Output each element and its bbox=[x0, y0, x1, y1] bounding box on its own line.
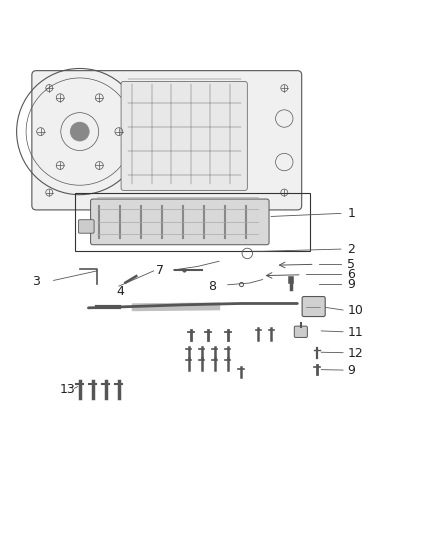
FancyBboxPatch shape bbox=[121, 82, 247, 190]
FancyBboxPatch shape bbox=[302, 296, 325, 317]
Text: 9: 9 bbox=[347, 365, 355, 377]
FancyBboxPatch shape bbox=[78, 220, 94, 233]
Text: 8: 8 bbox=[208, 280, 216, 293]
Text: 10: 10 bbox=[347, 304, 363, 317]
Text: 3: 3 bbox=[32, 275, 40, 288]
Text: 4: 4 bbox=[117, 285, 124, 298]
Circle shape bbox=[70, 122, 89, 141]
FancyBboxPatch shape bbox=[91, 199, 269, 245]
Text: 13: 13 bbox=[60, 383, 76, 395]
Text: 7: 7 bbox=[156, 264, 164, 277]
FancyBboxPatch shape bbox=[32, 71, 302, 210]
Text: 1: 1 bbox=[347, 207, 355, 220]
Text: 11: 11 bbox=[347, 326, 363, 339]
Text: 5: 5 bbox=[347, 258, 355, 271]
Text: 9: 9 bbox=[347, 278, 355, 291]
Text: 12: 12 bbox=[347, 347, 363, 360]
FancyBboxPatch shape bbox=[294, 326, 307, 337]
Bar bbox=[75, 192, 311, 251]
Text: 6: 6 bbox=[347, 268, 355, 281]
Text: 2: 2 bbox=[347, 243, 355, 256]
